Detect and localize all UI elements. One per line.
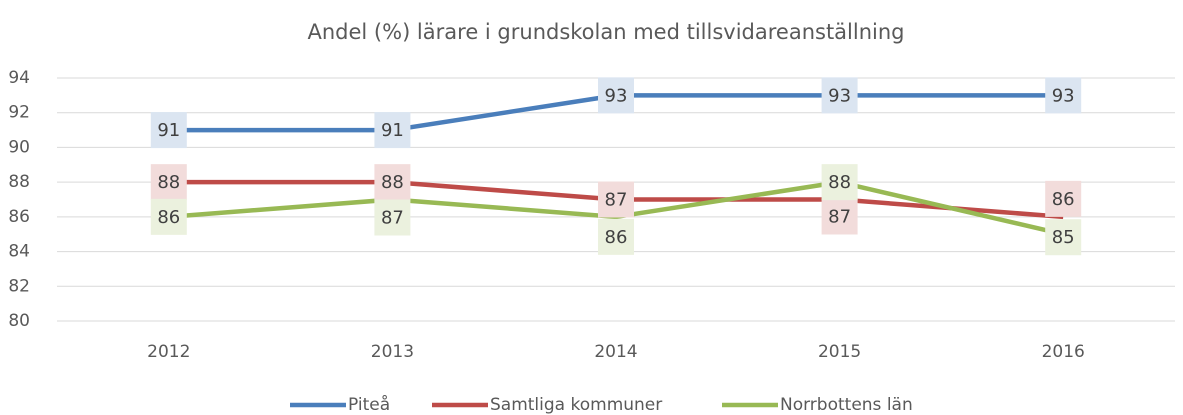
data-label-box (598, 77, 634, 114)
x-tick-label: 2016 (1042, 342, 1085, 362)
data-label: 86 (157, 207, 180, 228)
data-label-box (374, 199, 411, 236)
data-label: 91 (157, 120, 180, 141)
data-label-box (150, 112, 187, 149)
data-label: 87 (828, 207, 851, 228)
data-label: 93 (828, 85, 851, 106)
x-tick-label: 2015 (818, 342, 861, 362)
data-label: 88 (381, 172, 404, 193)
chart-title: Andel (%) lärare i grundskolan med tills… (307, 20, 904, 44)
y-tick-label: 90 (8, 137, 30, 157)
data-label-box (1045, 180, 1082, 217)
y-tick-label: 94 (8, 68, 30, 88)
x-tick-label: 2014 (594, 342, 637, 362)
data-label-box (150, 198, 187, 235)
data-label-box (598, 181, 634, 218)
data-label: 88 (828, 172, 851, 193)
data-label: 87 (605, 190, 628, 211)
y-tick-label: 92 (8, 103, 30, 123)
y-tick-label: 80 (8, 311, 30, 331)
y-tick-label: 84 (8, 242, 30, 262)
data-label: 86 (605, 227, 628, 248)
data-label-box (821, 164, 858, 201)
y-tick-label: 86 (8, 207, 30, 227)
data-label: 93 (1052, 85, 1075, 106)
legend-label: Samtliga kommuner (490, 395, 662, 415)
legend-label: Piteå (348, 394, 390, 415)
data-label-box (150, 164, 187, 201)
x-tick-label: 2012 (147, 342, 190, 362)
x-tick-label: 2013 (371, 342, 414, 362)
legend-label: Norrbottens län (780, 395, 913, 415)
data-label-box (374, 112, 411, 149)
data-label: 85 (1052, 227, 1075, 248)
data-label: 87 (381, 208, 404, 229)
data-label-box (1045, 219, 1082, 256)
y-tick-label: 88 (8, 172, 30, 192)
data-label: 91 (381, 120, 404, 141)
data-label-box (821, 77, 858, 114)
data-label-box (1045, 77, 1082, 114)
y-tick-label: 82 (8, 276, 30, 296)
data-label: 93 (605, 85, 628, 106)
data-label: 86 (1052, 189, 1075, 210)
data-label: 88 (157, 172, 180, 193)
data-label-box (821, 198, 858, 235)
data-label-box (374, 164, 411, 201)
data-label-box (598, 218, 634, 255)
